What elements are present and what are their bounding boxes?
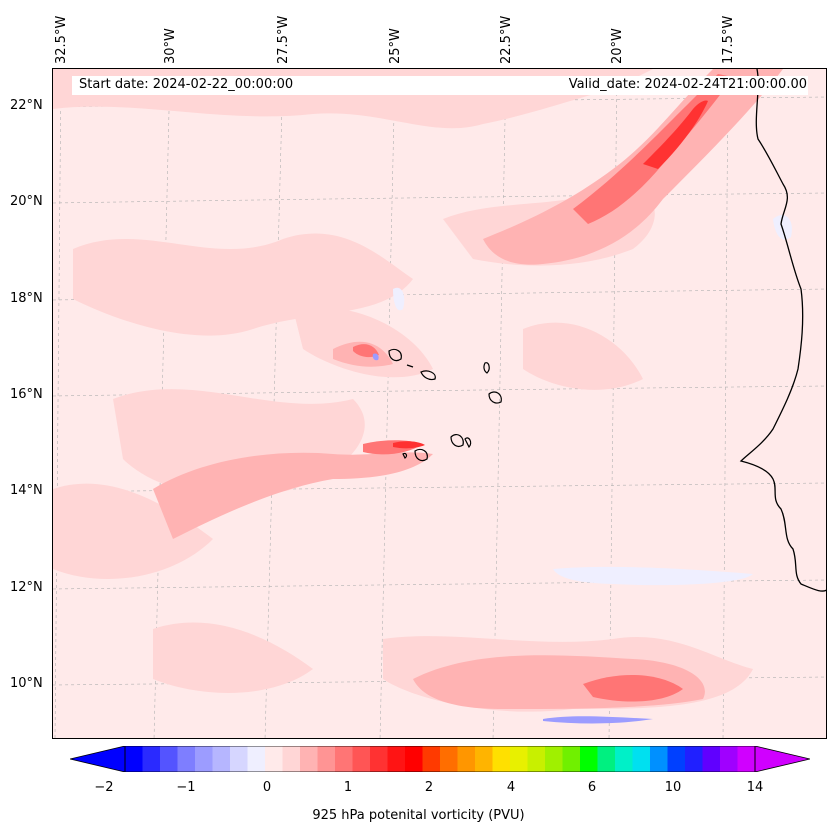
lat-label: 10°N [10, 676, 43, 691]
colorbar-segment [335, 746, 353, 772]
colorbar-tick-label: 10 [664, 780, 682, 795]
lat-label: 12°N [10, 580, 43, 595]
colorbar-segment [160, 746, 178, 772]
colorbar-segment [650, 746, 668, 772]
colorbar-segment [615, 746, 633, 772]
colorbar-segment [230, 746, 248, 772]
lat-label: 14°N [10, 483, 43, 498]
pv-negative-core [372, 353, 653, 724]
colorbar-segment [142, 746, 161, 772]
colorbar-segment [492, 746, 511, 772]
colorbar-segment [282, 746, 301, 772]
colorbar-segment [125, 746, 143, 772]
colorbar-tick-label: 2 [424, 780, 434, 795]
lat-label: 16°N [10, 387, 43, 402]
colorbar-segment [247, 746, 266, 772]
lon-label: 27.5°W [276, 15, 291, 64]
colorbar-segment [405, 746, 423, 772]
colorbar-min-extend [70, 746, 126, 772]
cape-verde-islands [388, 348, 502, 462]
lon-label: 25°W [388, 28, 403, 64]
lon-label: 20°W [610, 28, 625, 64]
colorbar-title: 925 hPa potenital vorticity (PVU) [312, 808, 525, 823]
colorbar-segment [737, 746, 756, 772]
pv-negative-patches [393, 215, 792, 586]
colorbar-segment [685, 746, 703, 772]
colorbar-segment [702, 746, 721, 772]
colorbar-segment [387, 746, 406, 772]
colorbar-segment [440, 746, 458, 772]
pv-contour-map [53, 69, 826, 738]
lat-label: 22°N [10, 98, 43, 113]
colorbar-segment [632, 746, 651, 772]
lon-label: 22.5°W [499, 15, 514, 64]
colorbar-tick-label: 6 [587, 780, 597, 795]
colorbar-tick-label: 0 [262, 780, 272, 795]
colorbar-segment [317, 746, 336, 772]
colorbar-tick-label: 1 [343, 780, 353, 795]
lon-label: 32.5°W [54, 15, 69, 64]
colorbar-tick-label: −1 [176, 780, 196, 795]
colorbar-segment [580, 746, 598, 772]
colorbar-tick-label: 4 [506, 780, 516, 795]
colorbar-tick-label: −2 [94, 780, 114, 795]
colorbar-segment [457, 746, 476, 772]
colorbar-max-extend [754, 746, 810, 772]
colorbar [70, 746, 810, 772]
colorbar-segments [125, 746, 756, 772]
colorbar-tick-label: 14 [746, 780, 764, 795]
valid-date-label: Valid_date: 2024-02-24T21:00:00.00 [568, 77, 807, 92]
colorbar-segment [195, 746, 213, 772]
colorbar-segment [720, 746, 738, 772]
colorbar-segment [667, 746, 686, 772]
colorbar-segment [300, 746, 318, 772]
colorbar-segment [597, 746, 616, 772]
lat-label: 20°N [10, 194, 43, 209]
start-date-label: Start date: 2024-02-22_00:00:00 [79, 77, 294, 92]
africa-coastline [739, 69, 826, 592]
colorbar-segment [352, 746, 371, 772]
lon-label: 30°W [163, 28, 178, 64]
colorbar-segment [545, 746, 563, 772]
lat-label: 18°N [10, 291, 43, 306]
colorbar-segment [177, 746, 196, 772]
colorbar-segment [562, 746, 581, 772]
colorbar-segment [510, 746, 528, 772]
colorbar-border [124, 746, 756, 772]
info-bar [72, 76, 808, 95]
colorbar-segment [422, 746, 441, 772]
lon-label: 17.5°W [721, 15, 736, 64]
colorbar-segment [265, 746, 283, 772]
colorbar-segment [212, 746, 231, 772]
map-panel[interactable] [52, 68, 827, 739]
colorbar-segment [475, 746, 493, 772]
pv-contour-level-4 [393, 100, 708, 449]
colorbar-segment [370, 746, 388, 772]
colorbar-segment [527, 746, 546, 772]
